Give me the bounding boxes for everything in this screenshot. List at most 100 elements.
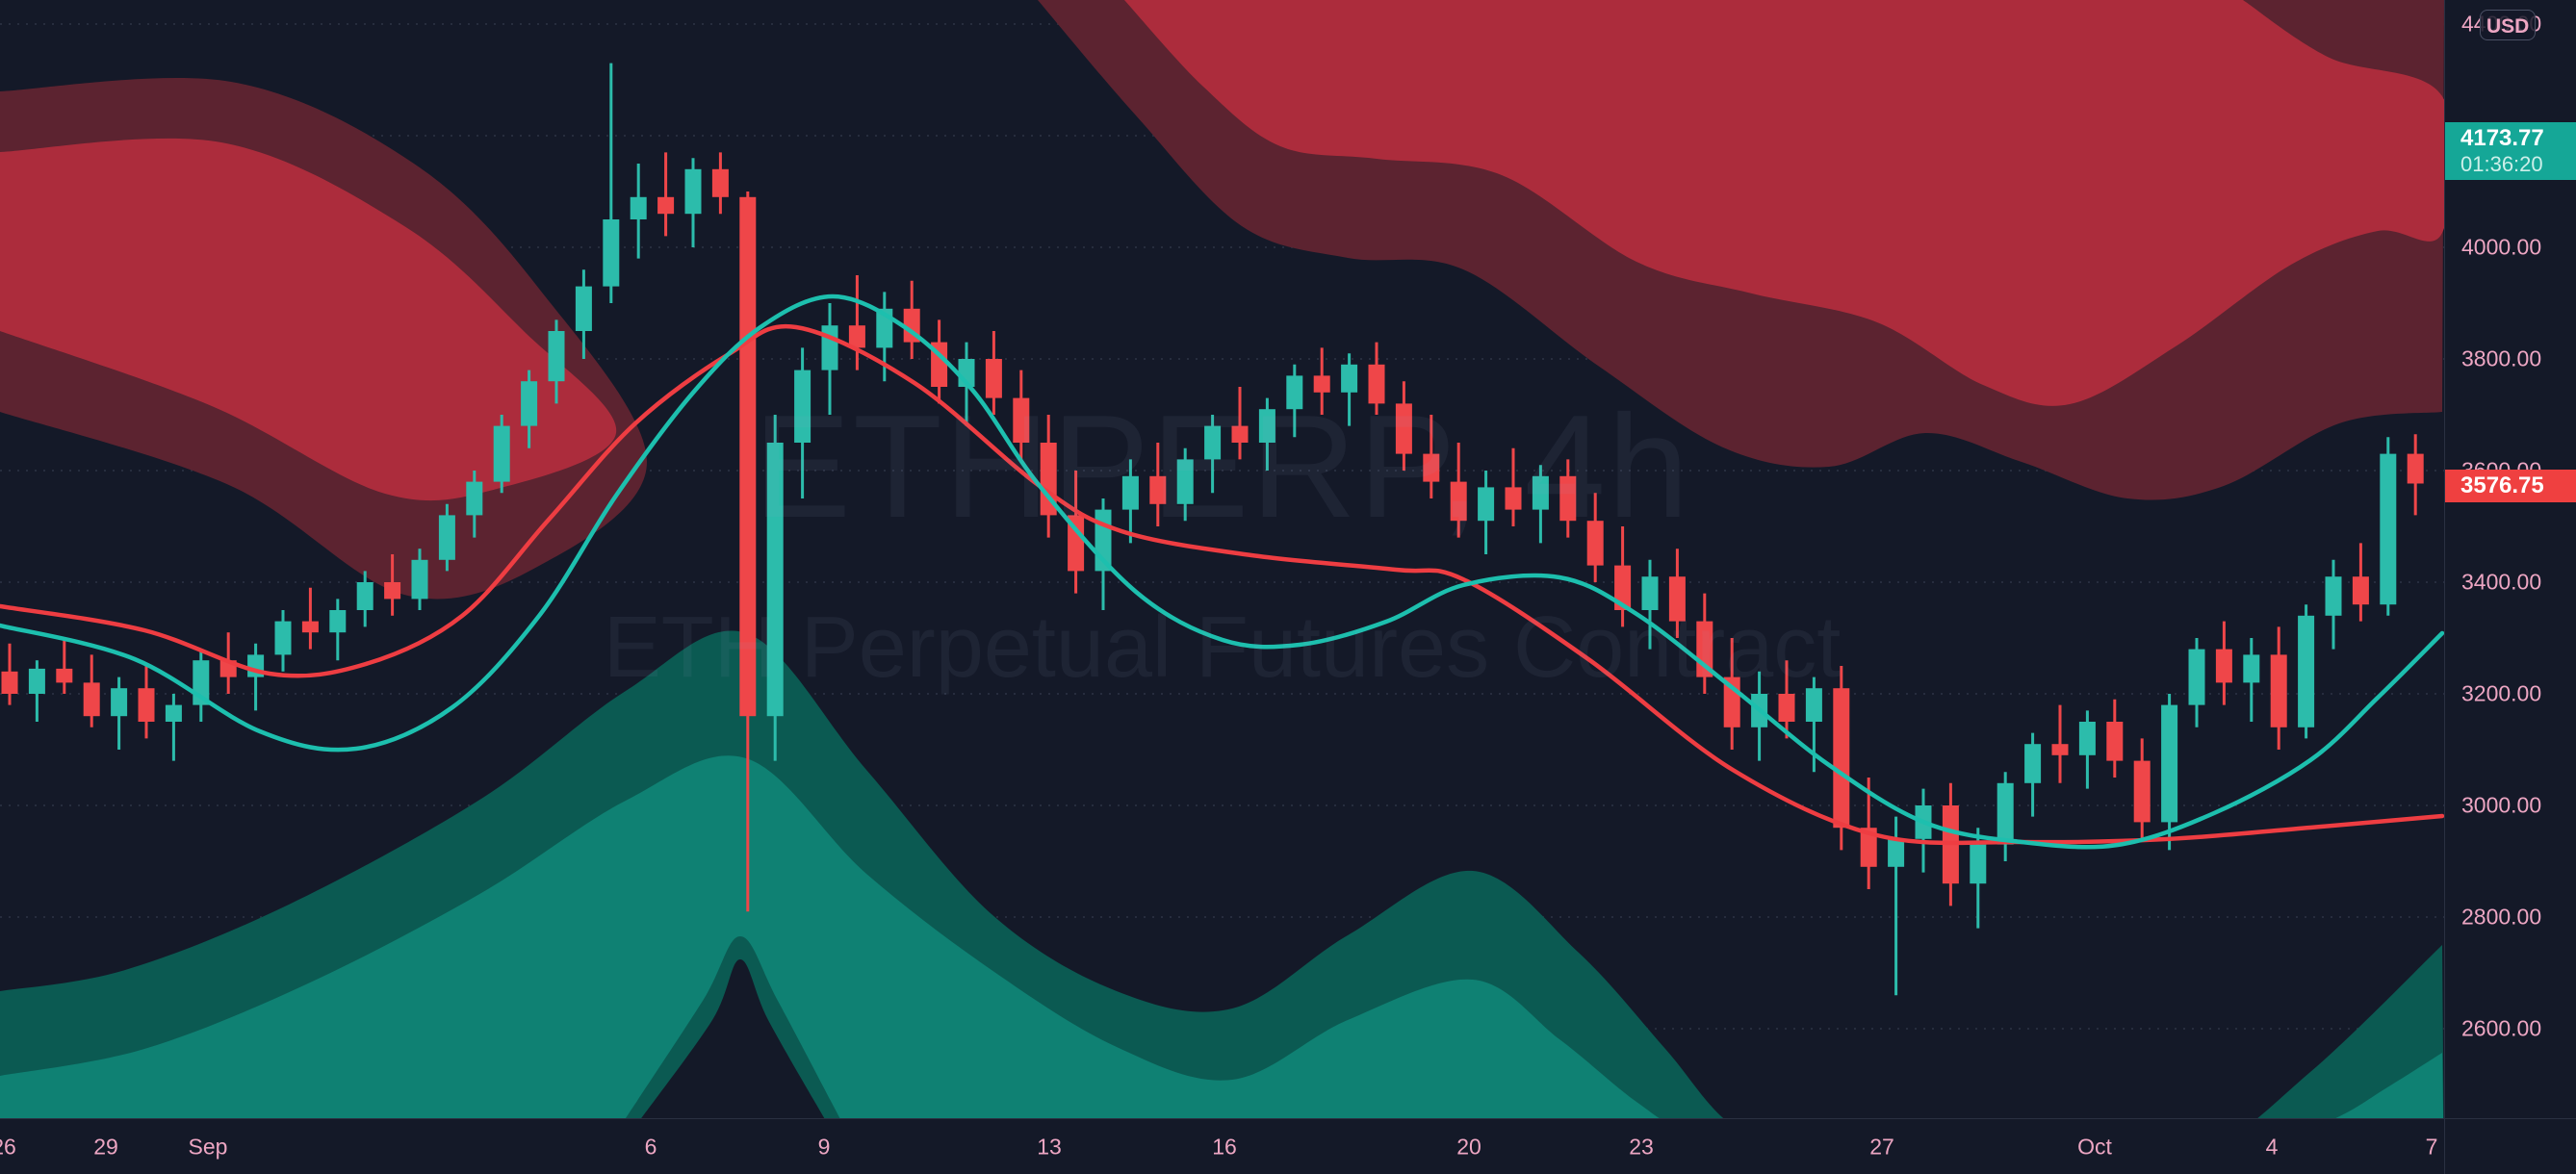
candle-body	[1668, 576, 1686, 622]
candle-body	[2270, 654, 2287, 727]
time-tick-label: Sep	[188, 1134, 228, 1160]
candle-body	[1149, 475, 1167, 504]
candle-body	[411, 559, 428, 600]
candle-body	[1805, 688, 1822, 722]
candle-body	[28, 668, 45, 694]
currency-toggle-button[interactable]: USD	[2480, 10, 2536, 40]
time-tick-label: 29	[93, 1134, 118, 1160]
candle-body	[2106, 722, 2124, 761]
candle-body	[985, 359, 1002, 398]
time-tick-label: Oct	[2077, 1134, 2112, 1160]
candle-body	[2352, 576, 2369, 605]
candle-body	[356, 582, 374, 610]
candle-body	[1778, 694, 1795, 722]
candle-body	[2051, 744, 2069, 755]
candle-body	[1231, 425, 1249, 443]
candle-body	[2298, 615, 2315, 727]
time-tick-label: 16	[1212, 1134, 1237, 1160]
indicator-price-badge: 4173.77 01:36:20	[2445, 122, 2576, 180]
candle-body	[2325, 576, 2342, 616]
candle-body	[2243, 654, 2260, 683]
price-tick-label: 3400.00	[2461, 569, 2542, 595]
candle-body	[603, 219, 620, 287]
candle-body	[1176, 459, 1194, 504]
candle-body	[493, 425, 510, 482]
candle-body	[1204, 425, 1222, 460]
price-tick-label: 4000.00	[2461, 234, 2542, 260]
candle-body	[548, 331, 565, 382]
ma-line-slow	[0, 323, 2444, 846]
candle-body	[1341, 364, 1358, 393]
candle-body	[2188, 649, 2205, 705]
candle-body	[2078, 722, 2096, 755]
price-tick-label: 2600.00	[2461, 1015, 2542, 1041]
time-tick-label: 27	[1869, 1134, 1894, 1160]
candle-body	[794, 370, 811, 443]
candle-body	[1395, 403, 1412, 454]
candle-body	[1833, 688, 1850, 829]
candle-body	[384, 582, 401, 600]
candle-body	[466, 481, 483, 516]
price-tick-label: 3000.00	[2461, 792, 2542, 818]
candle-body	[575, 286, 592, 331]
candle-body	[1013, 397, 1030, 443]
candle-body	[821, 325, 838, 370]
candle-body	[2407, 453, 2424, 484]
lower-band-inner	[0, 755, 2444, 1118]
candle-body	[739, 196, 757, 717]
candle-body	[301, 621, 319, 633]
upper-band-inner-right	[1124, 0, 2444, 406]
candle-body	[1258, 409, 1275, 443]
candle-body	[1559, 475, 1577, 522]
candle-body	[1996, 782, 2014, 845]
time-tick-label: 6	[644, 1134, 657, 1160]
candle-body	[111, 688, 128, 717]
time-tick-label: 20	[1456, 1134, 1481, 1160]
bar-countdown: 01:36:20	[2460, 152, 2543, 176]
candle-body	[1888, 838, 1905, 867]
axis-corner-separator	[2444, 1119, 2445, 1174]
candle-body	[438, 515, 455, 560]
candle-body	[1586, 521, 1604, 566]
candle-body	[83, 682, 100, 717]
price-chart-svg[interactable]	[0, 0, 2444, 1118]
candle-body	[711, 168, 729, 197]
candle-body	[2161, 704, 2178, 823]
price-tick-label: 2800.00	[2461, 904, 2542, 930]
candle-body	[165, 704, 182, 722]
candle-body	[1505, 487, 1522, 510]
time-tick-label: 7	[2425, 1134, 2438, 1160]
candle-body	[1313, 375, 1330, 393]
candle-body	[657, 196, 675, 215]
time-tick-label: 13	[1037, 1134, 1062, 1160]
chart-canvas[interactable]: ETHPERP, 4h ETH Perpetual Futures Contra…	[0, 0, 2444, 1118]
candle-body	[1532, 475, 1549, 510]
candle-body	[2133, 760, 2151, 823]
last-price-badge: 3576.75	[2445, 470, 2576, 502]
ma-line-fast	[0, 294, 2444, 850]
time-axis[interactable]: 26 29 Sep 6 9 13 16 20 23 27 Oct 4 7	[0, 1118, 2576, 1174]
candle-body	[1423, 453, 1440, 482]
candle-body	[1286, 375, 1303, 410]
candle-body	[329, 610, 347, 633]
candle-body	[1860, 828, 1877, 867]
candle-body	[2380, 453, 2397, 605]
candle-body	[1614, 565, 1632, 610]
candle-body	[138, 688, 155, 722]
price-tick-label: 3200.00	[2461, 680, 2542, 706]
candle-body	[1368, 364, 1385, 404]
candle-body	[1121, 475, 1139, 510]
price-axis[interactable]: 2600.002800.003000.003200.003400.003600.…	[2444, 0, 2576, 1118]
lower-band-hollow	[641, 959, 825, 1118]
candle-body	[274, 621, 292, 655]
time-tick-label: 4	[2265, 1134, 2279, 1160]
price-tick-label: 3800.00	[2461, 345, 2542, 371]
candle-body	[1478, 487, 1495, 522]
candle-body	[1068, 515, 1085, 572]
candle-body	[2215, 649, 2232, 683]
candle-body	[1641, 576, 1659, 610]
time-tick-label: 9	[817, 1134, 831, 1160]
candle-body	[521, 381, 538, 426]
candle-body	[2024, 744, 2042, 783]
